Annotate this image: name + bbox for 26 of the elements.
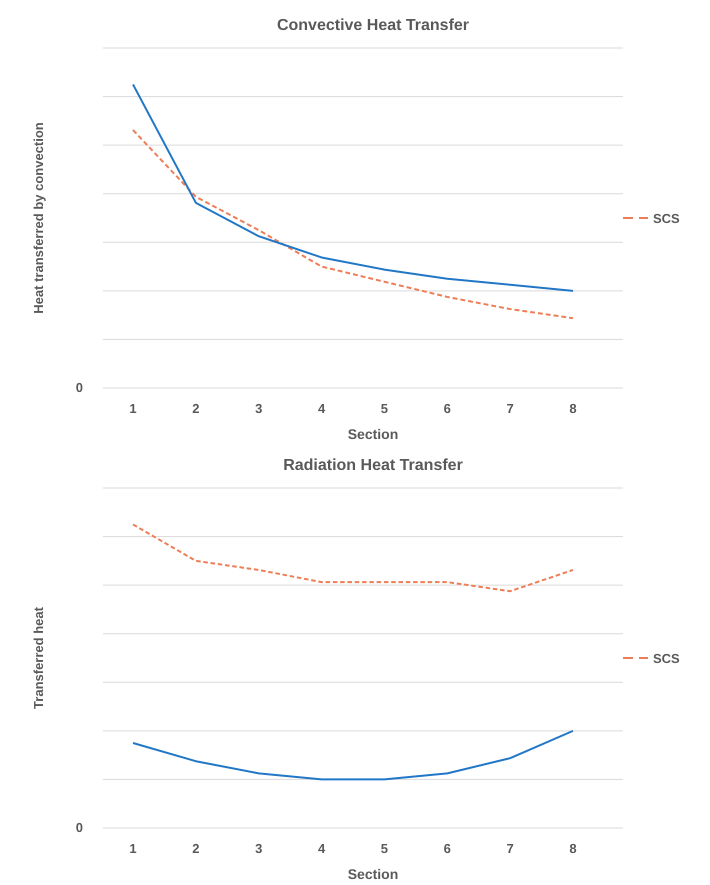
x-tick-label: 4 <box>318 401 326 416</box>
x-tick-label: 8 <box>569 841 577 856</box>
y-axis-title: Heat transferred by convection <box>31 122 46 314</box>
x-tick-label: 7 <box>506 841 514 856</box>
legend-label: SCS <box>653 211 680 226</box>
x-tick-label: 5 <box>380 841 388 856</box>
x-tick-label: 1 <box>129 401 137 416</box>
x-axis-title: Section <box>348 426 398 442</box>
chart-title: Convective Heat Transfer <box>276 17 470 34</box>
x-tick-label: 2 <box>192 401 200 416</box>
x-tick-label: 8 <box>569 401 577 416</box>
x-tick-label: 6 <box>444 841 451 856</box>
legend-label: SCS <box>653 651 680 666</box>
x-tick-label: 3 <box>255 401 262 416</box>
x-tick-label: 6 <box>444 401 451 416</box>
y-axis-title: Transferred heat <box>31 606 46 709</box>
x-tick-label: 3 <box>255 841 262 856</box>
chart-title: Radiation Heat Transfer <box>283 457 463 474</box>
x-tick-label: 5 <box>380 401 388 416</box>
text: 0 <box>76 380 83 395</box>
x-tick-label: 2 <box>192 841 200 856</box>
x-tick-label: 1 <box>129 841 137 856</box>
x-tick-label: 4 <box>318 841 326 856</box>
x-tick-label: 7 <box>506 401 514 416</box>
text: 0 <box>76 820 83 835</box>
x-axis-title: Section <box>348 866 398 882</box>
